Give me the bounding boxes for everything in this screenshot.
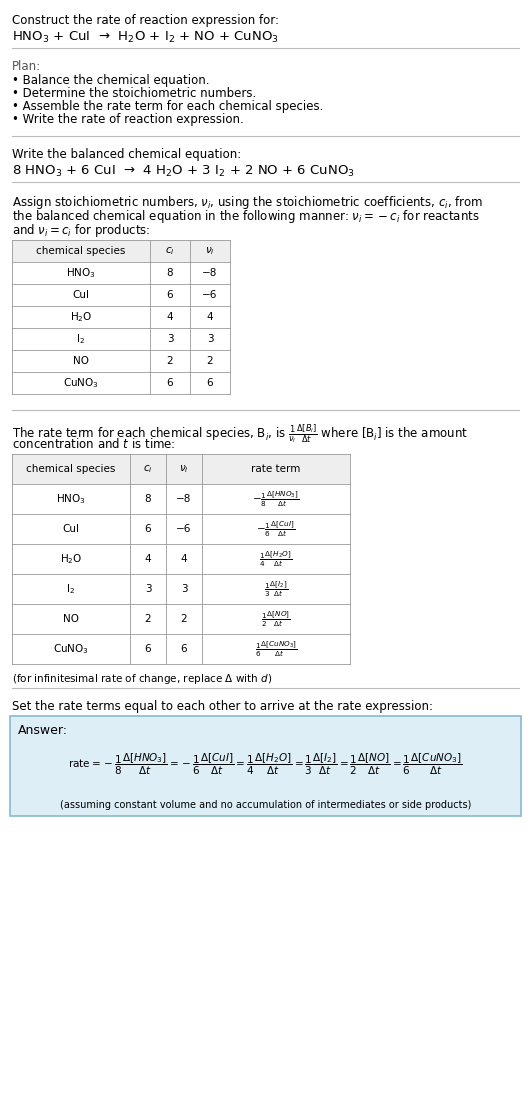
Text: 3: 3 [144,584,151,594]
Text: 2: 2 [144,614,151,624]
Text: −6: −6 [176,524,192,534]
Text: chemical species: chemical species [27,464,116,474]
Text: 4: 4 [167,312,173,322]
Text: CuI: CuI [63,524,80,534]
Text: Assign stoichiometric numbers, $\nu_i$, using the stoichiometric coefficients, $: Assign stoichiometric numbers, $\nu_i$, … [12,194,483,211]
Text: 6: 6 [144,524,151,534]
Text: I$_2$: I$_2$ [66,582,75,596]
Text: −6: −6 [202,290,218,300]
Text: $\nu_i$: $\nu_i$ [179,463,189,475]
Text: $\frac{1}{2}\frac{\Delta[NO]}{\Delta t}$: $\frac{1}{2}\frac{\Delta[NO]}{\Delta t}$ [261,609,291,629]
Text: $\frac{1}{6}\frac{\Delta[CuNO_3]}{\Delta t}$: $\frac{1}{6}\frac{\Delta[CuNO_3]}{\Delta… [254,639,297,659]
Text: Set the rate terms equal to each other to arrive at the rate expression:: Set the rate terms equal to each other t… [12,700,433,713]
Text: The rate term for each chemical species, B$_i$, is $\frac{1}{\nu_i}\frac{\Delta[: The rate term for each chemical species,… [12,422,468,444]
Text: HNO$_3$: HNO$_3$ [66,266,96,280]
Text: Answer:: Answer: [18,724,68,737]
Text: 4: 4 [207,312,213,322]
Text: $\frac{1}{4}\frac{\Delta[H_2O]}{\Delta t}$: $\frac{1}{4}\frac{\Delta[H_2O]}{\Delta t… [260,549,293,569]
Text: −8: −8 [202,268,218,278]
Text: Plan:: Plan: [12,60,41,73]
Bar [12,240,230,262]
Text: • Balance the chemical equation.: • Balance the chemical equation. [12,74,210,87]
Text: $-\frac{1}{6}\frac{\Delta[CuI]}{\Delta t}$: $-\frac{1}{6}\frac{\Delta[CuI]}{\Delta t… [256,519,296,539]
Text: HNO$_3$: HNO$_3$ [56,492,86,506]
Text: $\mathrm{rate} = -\dfrac{1}{8}\dfrac{\Delta[HNO_3]}{\Delta t} = -\dfrac{1}{6}\df: $\mathrm{rate} = -\dfrac{1}{8}\dfrac{\De… [68,751,463,777]
FancyBboxPatch shape [10,716,521,816]
Text: the balanced chemical equation in the following manner: $\nu_i = -c_i$ for react: the balanced chemical equation in the fo… [12,208,479,225]
Text: CuNO$_3$: CuNO$_3$ [53,642,89,656]
Text: rate term: rate term [251,464,301,474]
Text: 6: 6 [144,644,151,654]
Text: 3: 3 [181,584,187,594]
Text: (for infinitesimal rate of change, replace Δ with $d$): (for infinitesimal rate of change, repla… [12,672,272,686]
Text: NO: NO [73,356,89,366]
Text: 2: 2 [181,614,187,624]
Text: 6: 6 [167,379,173,388]
Text: 3: 3 [207,334,213,344]
Text: H$_2$O: H$_2$O [70,310,92,324]
Text: 8 HNO$_3$ + 6 CuI  →  4 H$_2$O + 3 I$_2$ + 2 NO + 6 CuNO$_3$: 8 HNO$_3$ + 6 CuI → 4 H$_2$O + 3 I$_2$ +… [12,164,355,179]
Text: 6: 6 [167,290,173,300]
Text: 3: 3 [167,334,173,344]
Text: $-\frac{1}{8}\frac{\Delta[HNO_3]}{\Delta t}$: $-\frac{1}{8}\frac{\Delta[HNO_3]}{\Delta… [252,490,299,508]
Text: $c_i$: $c_i$ [143,463,153,475]
Text: CuNO$_3$: CuNO$_3$ [63,376,99,390]
Text: chemical species: chemical species [36,246,126,256]
Text: 4: 4 [144,554,151,564]
Text: $c_i$: $c_i$ [165,245,175,256]
Text: and $\nu_i = c_i$ for products:: and $\nu_i = c_i$ for products: [12,222,150,239]
Text: 4: 4 [181,554,187,564]
Text: −8: −8 [176,494,192,504]
Text: concentration and $t$ is time:: concentration and $t$ is time: [12,437,176,451]
Text: 8: 8 [167,268,173,278]
Text: I$_2$: I$_2$ [76,332,85,346]
Text: 2: 2 [207,356,213,366]
Text: H$_2$O: H$_2$O [60,552,82,566]
Text: • Assemble the rate term for each chemical species.: • Assemble the rate term for each chemic… [12,100,323,113]
Text: NO: NO [63,614,79,624]
Text: Write the balanced chemical equation:: Write the balanced chemical equation: [12,148,241,161]
Text: Construct the rate of reaction expression for:: Construct the rate of reaction expressio… [12,14,279,27]
Text: CuI: CuI [73,290,90,300]
Text: 8: 8 [144,494,151,504]
Text: 2: 2 [167,356,173,366]
Text: $\nu_i$: $\nu_i$ [205,245,215,256]
Text: • Determine the stoichiometric numbers.: • Determine the stoichiometric numbers. [12,87,256,100]
Text: 6: 6 [207,379,213,388]
Text: HNO$_3$ + CuI  →  H$_2$O + I$_2$ + NO + CuNO$_3$: HNO$_3$ + CuI → H$_2$O + I$_2$ + NO + Cu… [12,30,279,46]
Text: 6: 6 [181,644,187,654]
Text: $\frac{1}{3}\frac{\Delta[I_2]}{\Delta t}$: $\frac{1}{3}\frac{\Delta[I_2]}{\Delta t}… [264,579,288,599]
Text: • Write the rate of reaction expression.: • Write the rate of reaction expression. [12,113,244,127]
Bar [12,454,350,484]
Text: (assuming constant volume and no accumulation of intermediates or side products): (assuming constant volume and no accumul… [60,800,471,810]
